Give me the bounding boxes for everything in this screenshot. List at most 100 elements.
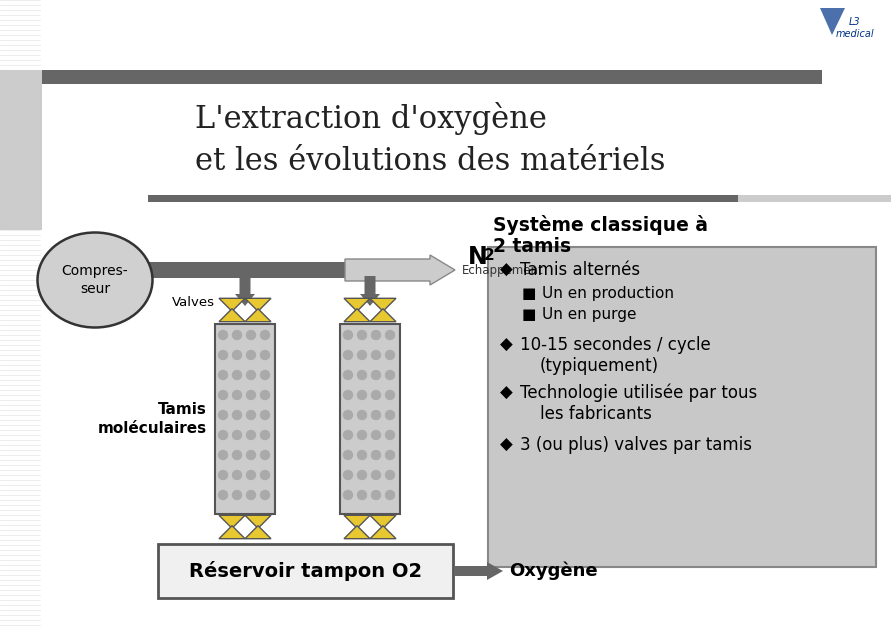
Polygon shape	[245, 298, 271, 311]
Polygon shape	[219, 525, 245, 539]
Circle shape	[386, 411, 395, 420]
Circle shape	[218, 350, 227, 360]
Circle shape	[233, 430, 241, 440]
Circle shape	[218, 491, 227, 500]
Circle shape	[357, 370, 366, 379]
Circle shape	[386, 370, 395, 379]
Ellipse shape	[37, 232, 152, 328]
Text: 2 tamis: 2 tamis	[493, 237, 571, 256]
Text: ◆: ◆	[500, 261, 512, 279]
FancyArrow shape	[455, 562, 503, 580]
Circle shape	[218, 471, 227, 479]
Circle shape	[233, 450, 241, 459]
Circle shape	[386, 471, 395, 479]
Text: Réservoir tampon O2: Réservoir tampon O2	[189, 561, 422, 581]
Text: L3
medical: L3 medical	[836, 17, 874, 39]
Circle shape	[233, 471, 241, 479]
Circle shape	[344, 331, 353, 340]
Text: Un en production: Un en production	[542, 286, 674, 301]
Circle shape	[260, 350, 269, 360]
Circle shape	[357, 450, 366, 459]
Text: les fabricants: les fabricants	[540, 405, 652, 423]
Text: ◆: ◆	[500, 436, 512, 454]
Circle shape	[233, 391, 241, 399]
Text: 3 (ou plus) valves par tamis: 3 (ou plus) valves par tamis	[520, 436, 752, 454]
Polygon shape	[245, 515, 271, 529]
Circle shape	[233, 331, 241, 340]
Circle shape	[218, 450, 227, 459]
FancyArrow shape	[345, 255, 455, 285]
Circle shape	[218, 391, 227, 399]
Circle shape	[260, 331, 269, 340]
Circle shape	[372, 450, 380, 459]
FancyArrow shape	[235, 276, 255, 306]
Polygon shape	[219, 298, 245, 311]
Circle shape	[357, 471, 366, 479]
Circle shape	[247, 491, 256, 500]
Polygon shape	[370, 309, 396, 322]
Circle shape	[247, 450, 256, 459]
Circle shape	[247, 391, 256, 399]
Circle shape	[218, 370, 227, 379]
Text: Système classique à: Système classique à	[493, 215, 708, 235]
Text: (typiquement): (typiquement)	[540, 357, 659, 375]
Circle shape	[260, 471, 269, 479]
Text: L'extraction d'oxygène
et les évolutions des matériels: L'extraction d'oxygène et les évolutions…	[195, 102, 666, 177]
Text: 10-15 secondes / cycle: 10-15 secondes / cycle	[520, 336, 711, 354]
Polygon shape	[344, 309, 370, 322]
Circle shape	[372, 491, 380, 500]
Circle shape	[247, 331, 256, 340]
Text: Echappement: Echappement	[462, 264, 544, 277]
Circle shape	[372, 391, 380, 399]
Circle shape	[218, 411, 227, 420]
Circle shape	[247, 411, 256, 420]
Circle shape	[218, 430, 227, 440]
Circle shape	[386, 331, 395, 340]
Circle shape	[247, 350, 256, 360]
Circle shape	[372, 350, 380, 360]
Circle shape	[344, 350, 353, 360]
Circle shape	[372, 331, 380, 340]
Bar	[158, 544, 453, 598]
Circle shape	[372, 430, 380, 440]
Text: 2: 2	[484, 248, 495, 263]
Text: Technologie utilisée par tous: Technologie utilisée par tous	[520, 384, 757, 403]
Circle shape	[260, 411, 269, 420]
Circle shape	[386, 350, 395, 360]
Bar	[215, 324, 275, 514]
FancyArrow shape	[360, 276, 380, 306]
Polygon shape	[219, 515, 245, 529]
Circle shape	[247, 370, 256, 379]
Text: ■: ■	[522, 307, 536, 322]
Circle shape	[344, 450, 353, 459]
Bar	[0, 70, 42, 230]
Polygon shape	[370, 298, 396, 311]
Circle shape	[357, 491, 366, 500]
Text: ■: ■	[522, 286, 536, 301]
Text: Oxygène: Oxygène	[509, 562, 598, 580]
Text: Un en purge: Un en purge	[542, 307, 636, 322]
Circle shape	[233, 370, 241, 379]
Circle shape	[260, 391, 269, 399]
Circle shape	[344, 491, 353, 500]
Polygon shape	[344, 515, 370, 529]
Polygon shape	[245, 309, 271, 322]
Polygon shape	[820, 8, 845, 35]
Circle shape	[386, 491, 395, 500]
Circle shape	[344, 430, 353, 440]
Polygon shape	[370, 525, 396, 539]
Circle shape	[260, 450, 269, 459]
Circle shape	[260, 430, 269, 440]
Circle shape	[344, 471, 353, 479]
Bar	[738, 195, 891, 202]
Polygon shape	[245, 525, 271, 539]
Bar	[488, 247, 876, 567]
Circle shape	[386, 450, 395, 459]
Circle shape	[372, 411, 380, 420]
Bar	[340, 324, 400, 514]
Bar	[42, 70, 822, 84]
Polygon shape	[344, 298, 370, 311]
Circle shape	[233, 350, 241, 360]
Circle shape	[344, 391, 353, 399]
Text: Compres-
seur: Compres- seur	[61, 264, 128, 296]
